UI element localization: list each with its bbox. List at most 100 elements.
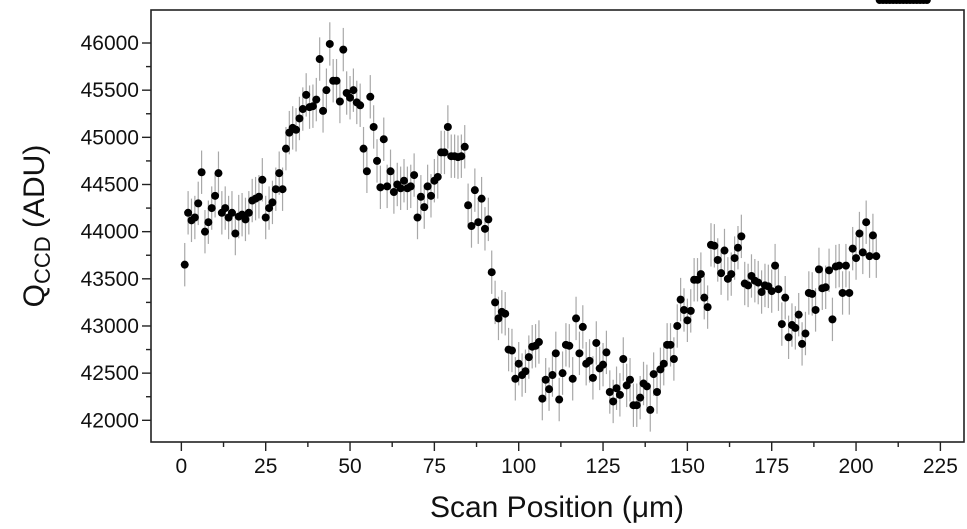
- data-point: [308, 102, 317, 111]
- data-point: [227, 208, 236, 217]
- data-point: [335, 97, 344, 106]
- y-tick-label: 46000: [81, 32, 139, 55]
- data-point: [555, 395, 564, 404]
- data-point: [271, 185, 280, 194]
- data-point: [619, 354, 628, 363]
- data-point: [194, 199, 203, 208]
- data-point: [457, 152, 466, 161]
- data-point: [211, 191, 220, 200]
- data-point: [524, 353, 533, 362]
- data-point: [636, 393, 645, 402]
- data-point: [599, 360, 608, 369]
- y-tick-label: 44500: [81, 173, 139, 196]
- data-point: [673, 321, 682, 330]
- data-point: [416, 192, 425, 201]
- data-point: [346, 93, 355, 102]
- y-axis-title-subscript: CCD: [30, 236, 55, 284]
- x-tick-labels: 0 25 50 75 100 125 150 175 200 225: [176, 455, 958, 478]
- data-point: [676, 295, 685, 304]
- data-point: [207, 204, 216, 213]
- data-point: [814, 265, 823, 274]
- data-point: [680, 305, 689, 314]
- data-point: [190, 213, 199, 222]
- x-tick-label: 50: [338, 455, 361, 478]
- data-point: [315, 55, 324, 64]
- data-point: [737, 232, 746, 241]
- data-point: [480, 224, 489, 233]
- data-point: [825, 266, 834, 275]
- data-point: [710, 241, 719, 250]
- data-point: [801, 329, 810, 338]
- data-point: [534, 338, 543, 347]
- data-point: [440, 148, 449, 157]
- data-point: [494, 314, 503, 323]
- data-point: [501, 309, 510, 318]
- data-point: [777, 320, 786, 329]
- data-point: [521, 367, 530, 376]
- data-point: [602, 348, 611, 357]
- y-tick-labels: 42000 42500 43000 43500 44000 44500 45000 45500…: [81, 32, 139, 432]
- data-point: [649, 370, 658, 379]
- data-point: [632, 401, 641, 410]
- data-point: [511, 374, 520, 383]
- data-point: [275, 169, 284, 178]
- data-point: [798, 339, 807, 348]
- data-point: [862, 218, 871, 227]
- data-point: [420, 203, 429, 212]
- data-point: [433, 172, 442, 181]
- data-point: [541, 375, 550, 384]
- data-point: [184, 208, 193, 217]
- data-point: [575, 349, 584, 358]
- plot-frame: [150, 9, 965, 443]
- data-point: [615, 390, 624, 399]
- data-point: [791, 323, 800, 332]
- data-point: [845, 288, 854, 297]
- data-point: [808, 289, 817, 298]
- data-point: [771, 261, 780, 270]
- data-point: [410, 171, 419, 180]
- y-tick-label: 43000: [81, 315, 139, 338]
- y-axis-title-unit: (ADU): [18, 145, 51, 237]
- x-tick-label: 100: [501, 455, 536, 478]
- data-point: [733, 243, 742, 252]
- data-point: [268, 198, 277, 207]
- x-tick-label: 200: [839, 455, 874, 478]
- x-tick-label: 75: [423, 455, 446, 478]
- data-point: [467, 222, 476, 230]
- data-point: [858, 248, 867, 257]
- data-point: [781, 293, 790, 302]
- data-point: [852, 254, 861, 263]
- data-point: [666, 340, 675, 349]
- y-tick-label: 43500: [81, 268, 139, 291]
- data-point: [464, 201, 473, 210]
- data-point: [700, 293, 709, 302]
- data-point: [730, 254, 739, 263]
- data-point: [474, 218, 483, 227]
- data-point: [386, 167, 395, 176]
- x-axis-title: Scan Position (μm): [430, 491, 684, 524]
- data-point: [686, 306, 695, 315]
- data-point: [325, 39, 334, 48]
- data-point: [278, 185, 287, 194]
- x-tick-label: 25: [254, 455, 277, 478]
- data-point: [396, 184, 405, 193]
- data-point: [548, 371, 557, 380]
- data-point: [470, 186, 479, 195]
- data-points: [180, 0, 931, 414]
- data-point: [221, 204, 230, 213]
- data-point: [366, 92, 375, 101]
- data-point: [319, 106, 328, 115]
- x-tick-label: 175: [754, 455, 789, 478]
- data-point: [585, 356, 594, 365]
- data-point: [720, 246, 729, 255]
- data-point: [868, 231, 877, 240]
- data-point: [356, 101, 365, 110]
- data-point: [841, 261, 850, 270]
- data-point: [241, 215, 250, 224]
- x-tick-label: 0: [176, 455, 188, 478]
- data-point: [696, 270, 705, 279]
- data-point: [646, 405, 655, 414]
- data-point: [568, 374, 577, 383]
- data-point: [426, 191, 435, 200]
- data-point: [302, 90, 311, 99]
